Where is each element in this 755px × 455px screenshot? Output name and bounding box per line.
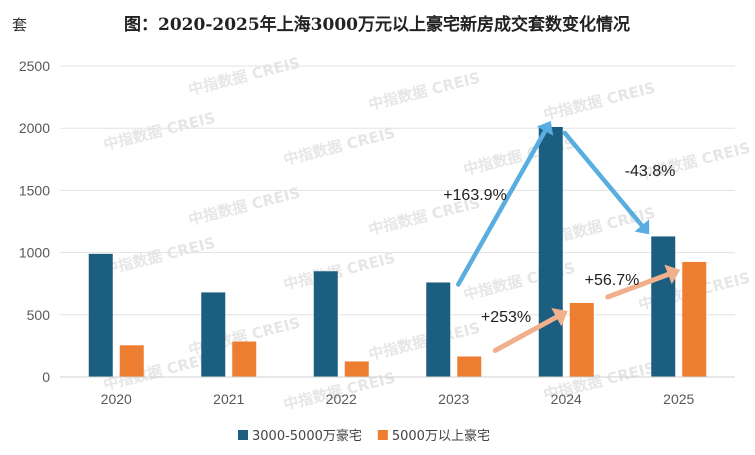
bar-luxury-3000-5000-2021 (201, 292, 226, 377)
annotation-label: -43.8% (625, 163, 676, 180)
watermark-text: 中指数据 CREIS (102, 349, 217, 394)
x-tick-label: 2023 (438, 391, 469, 407)
x-tick-label: 2020 (101, 391, 132, 407)
watermark-text: 中指数据 CREIS (187, 54, 302, 99)
annotation-arrow-1-shaft (456, 128, 548, 287)
annotation-arrow-4-head (664, 264, 681, 285)
annotation-arrow-3-shaft (492, 314, 559, 353)
chart-title: 图：2020-2025年上海3000万元以上豪宅新房成交套数变化情况 (124, 14, 630, 35)
bar-luxury-5000-plus-2021 (232, 341, 257, 377)
x-tick-label: 2024 (551, 391, 582, 407)
y-tick-label: 500 (27, 307, 51, 323)
watermark-text: 中指数据 CREIS (367, 69, 482, 114)
watermark-text: 中指数据 CREIS (102, 109, 217, 154)
bars (88, 126, 707, 378)
annotation-label: +163.9% (443, 187, 507, 204)
bar-luxury-3000-5000-2023 (426, 282, 451, 377)
bar-luxury-5000-plus-2023 (457, 356, 482, 377)
watermark-text: 中指数据 CREIS (102, 234, 217, 279)
gridlines (60, 65, 735, 316)
bar-luxury-3000-5000-2022 (313, 271, 338, 377)
bar-luxury-5000-plus-2020 (119, 345, 144, 377)
watermark-text: 中指数据 CREIS (282, 249, 397, 294)
x-tick-label: 2022 (326, 391, 357, 407)
y-axis-unit: 套 (12, 16, 27, 34)
annotation-arrow-4-shaft (605, 271, 671, 300)
legend-label: 3000-5000万豪宅 (252, 428, 362, 444)
legend-label: 5000万以上豪宅 (392, 428, 490, 444)
y-tick-label: 2500 (19, 58, 50, 74)
annotation-arrows: +163.9% -43.8% +253% +56.7% (443, 120, 681, 353)
y-tick-label: 1500 (19, 182, 50, 198)
legend: 3000-5000万豪宅 5000万以上豪宅 (238, 428, 490, 444)
bar-luxury-5000-plus-2024 (569, 302, 594, 377)
axes: 0 500 1000 1500 2000 2500 2020 2021 2022 2023 2024… (19, 58, 735, 407)
annotation-arrow-2-shaft (562, 130, 645, 228)
bar-luxury-5000-plus-2025 (682, 261, 707, 377)
bar-luxury-3000-5000-2024 (538, 126, 563, 378)
y-tick-label: 2000 (19, 120, 50, 136)
x-tick-label: 2025 (663, 391, 694, 407)
legend-swatch (377, 430, 388, 440)
watermark-text: 中指数据 CREIS (542, 79, 657, 124)
annotation-arrow-1-head (536, 120, 554, 136)
annotation-arrow-2-head (634, 219, 650, 235)
y-tick-label: 0 (42, 369, 50, 385)
bar-luxury-3000-5000-2025 (651, 236, 676, 377)
legend-swatch (238, 430, 248, 440)
y-tick-label: 1000 (19, 245, 50, 261)
x-tick-label: 2021 (213, 391, 244, 407)
annotation-arrow-3-head (551, 307, 568, 327)
annotation-label: +253% (481, 309, 531, 326)
annotation-label: +56.7% (585, 272, 640, 289)
watermark-text: 中指数据 CREIS (282, 124, 397, 169)
bar-luxury-3000-5000-2020 (88, 253, 113, 377)
bar-luxury-5000-plus-2022 (344, 361, 369, 377)
